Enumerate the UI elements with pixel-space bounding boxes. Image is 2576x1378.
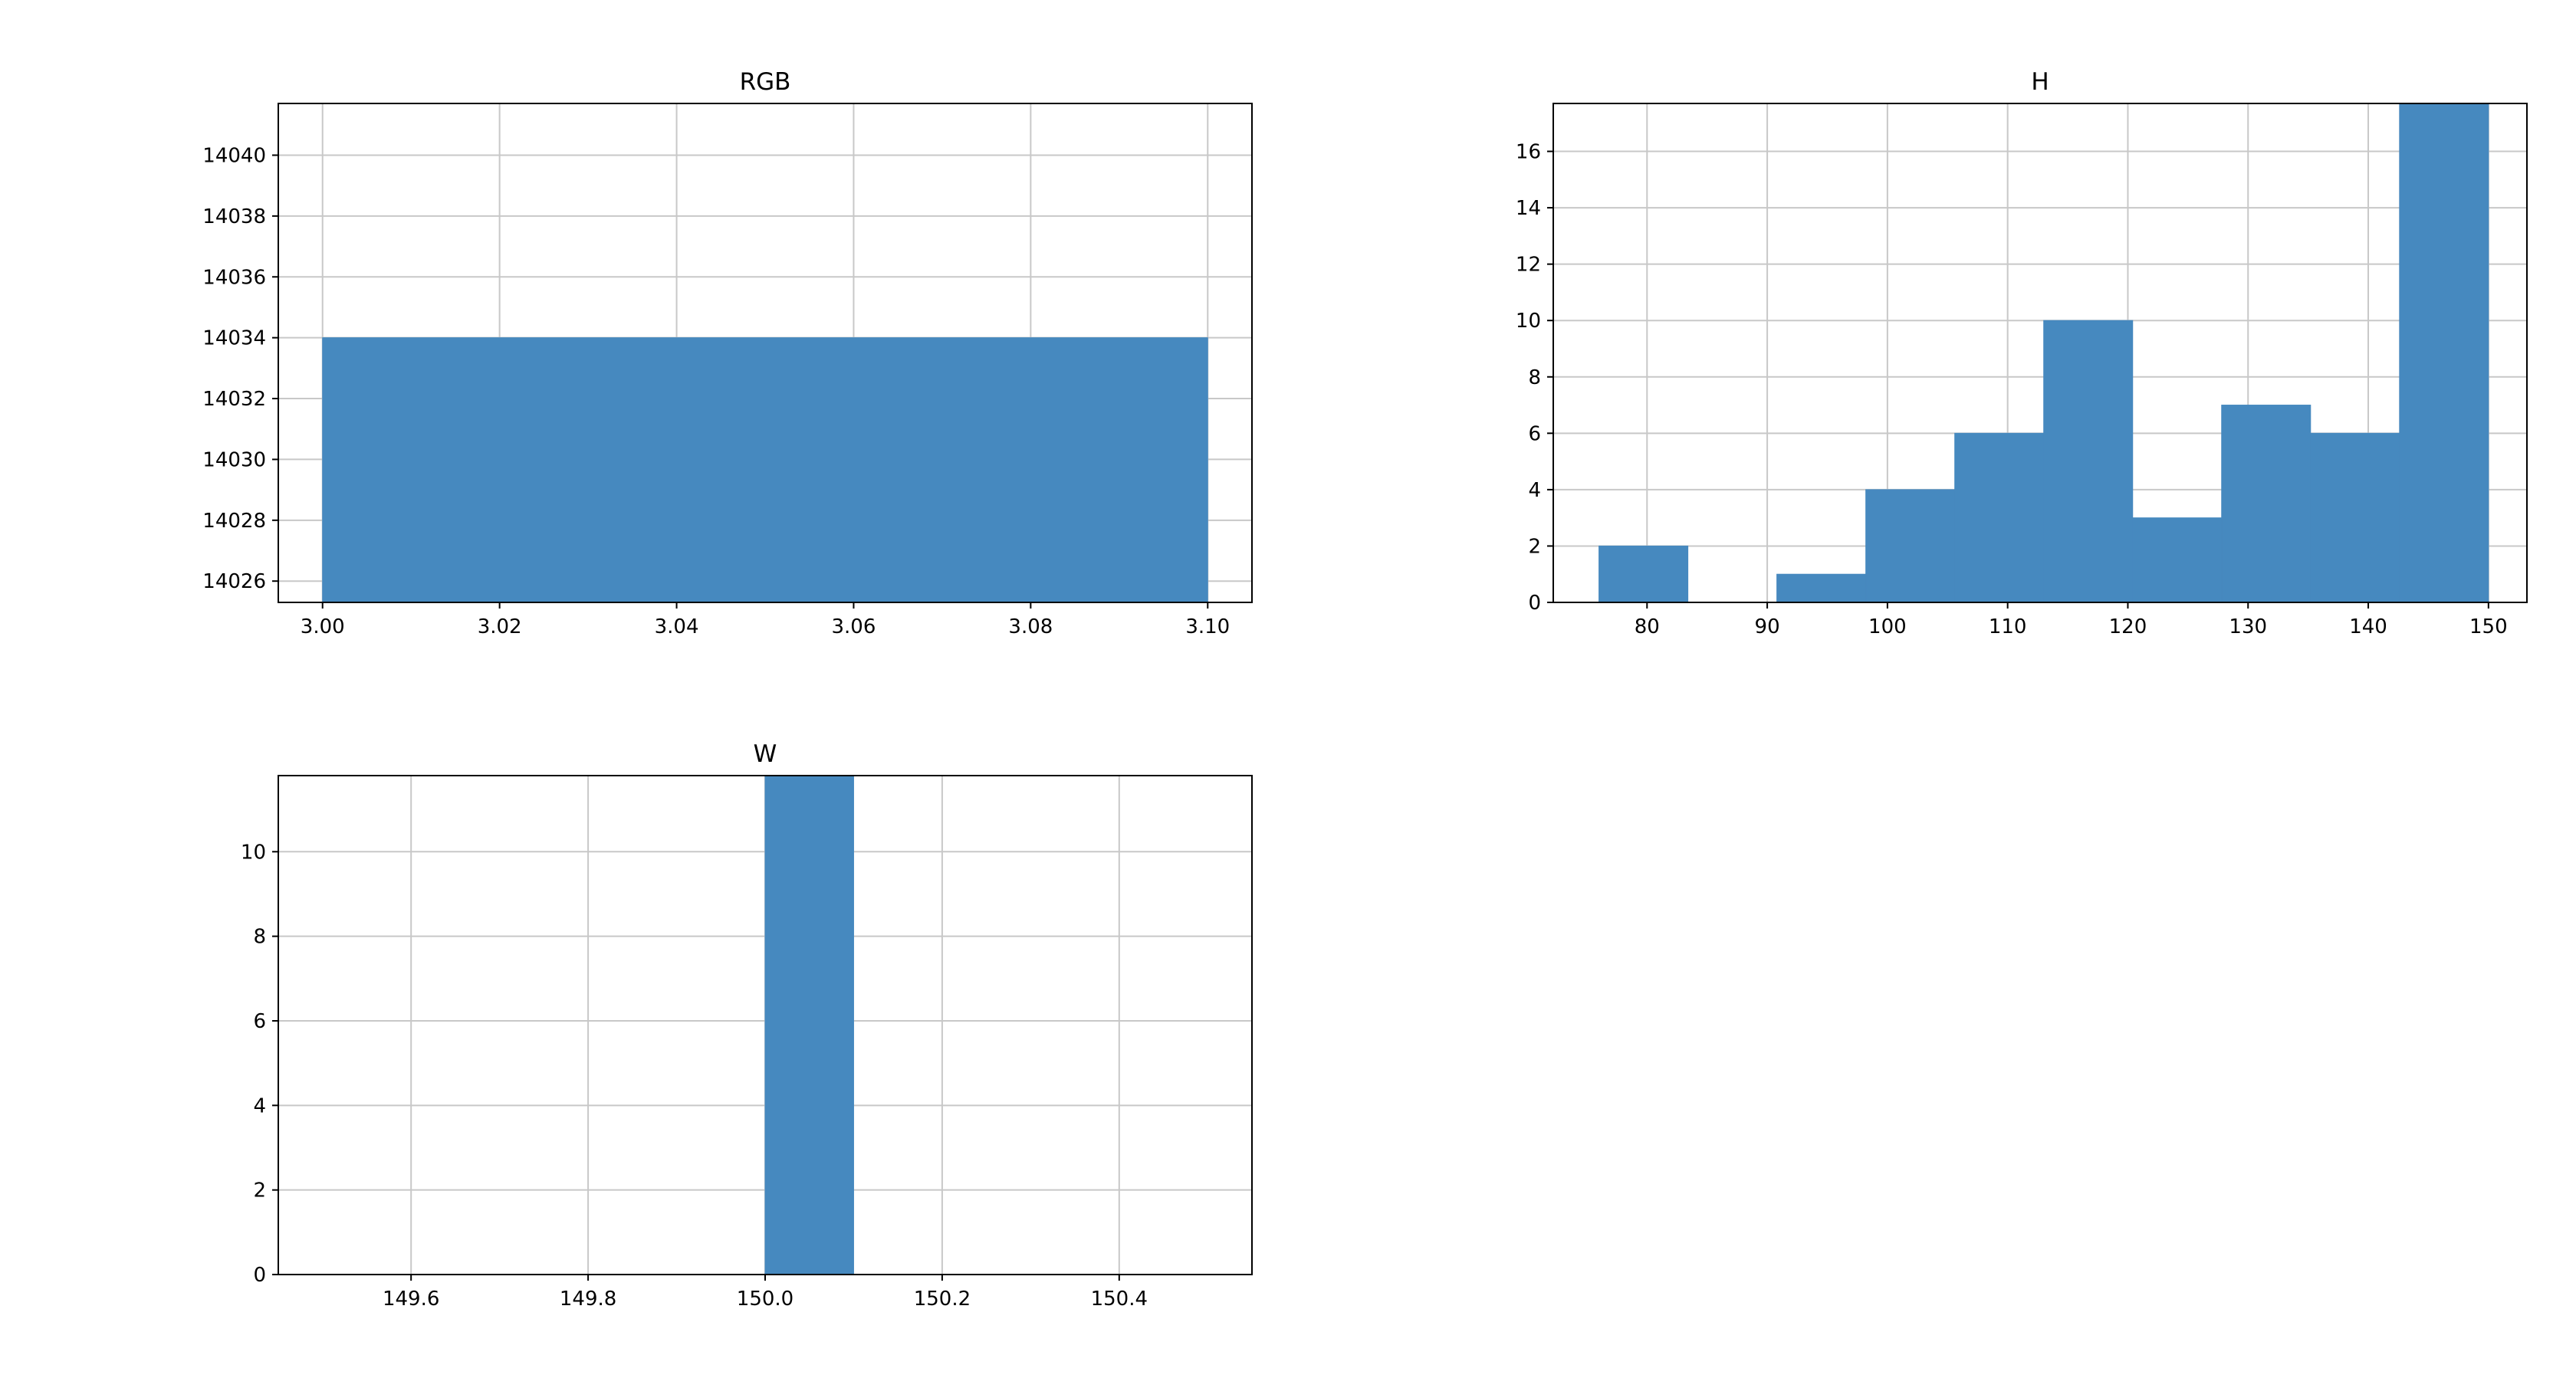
y-tick-label: 10 bbox=[241, 841, 266, 864]
y-tick-label: 14032 bbox=[202, 388, 266, 411]
subplot-title: RGB bbox=[740, 68, 791, 96]
x-tick-label: 150.4 bbox=[1091, 1288, 1148, 1311]
x-tick-label: 3.10 bbox=[1185, 615, 1230, 638]
y-tick-label: 0 bbox=[1528, 592, 1541, 615]
subplot-title: W bbox=[754, 740, 777, 768]
y-tick-label: 16 bbox=[1516, 141, 1541, 164]
x-tick-label: 120 bbox=[2109, 615, 2147, 638]
x-tick-label: 3.00 bbox=[301, 615, 345, 638]
x-tick-label: 150.2 bbox=[914, 1288, 971, 1311]
y-tick-label: 14026 bbox=[202, 570, 266, 593]
y-tick-label: 8 bbox=[1528, 366, 1541, 389]
x-tick-label: 3.08 bbox=[1008, 615, 1053, 638]
x-tick-label: 149.6 bbox=[383, 1288, 439, 1311]
x-tick-label: 150.0 bbox=[737, 1288, 794, 1311]
plot-frame bbox=[278, 103, 1253, 603]
histogram-bar bbox=[2310, 432, 2400, 602]
y-tick-label: 14038 bbox=[202, 205, 266, 228]
y-tick-label: 4 bbox=[1528, 479, 1541, 502]
y-tick-label: 14 bbox=[1516, 197, 1541, 220]
y-tick-label: 10 bbox=[1516, 310, 1541, 333]
y-tick-label: 14040 bbox=[202, 144, 266, 167]
histogram-bar bbox=[2043, 320, 2134, 602]
x-tick-label: 3.06 bbox=[832, 615, 876, 638]
histogram-bar bbox=[1776, 573, 1867, 602]
plot-frame bbox=[1552, 103, 2528, 603]
y-tick-label: 4 bbox=[253, 1094, 266, 1117]
histogram-bar bbox=[2132, 517, 2223, 602]
histogram-bar bbox=[322, 337, 1208, 602]
y-tick-label: 14028 bbox=[202, 510, 266, 533]
y-tick-label: 14036 bbox=[202, 266, 266, 289]
y-tick-label: 0 bbox=[253, 1264, 266, 1287]
x-tick-label: 149.8 bbox=[560, 1288, 616, 1311]
y-tick-label: 6 bbox=[253, 1010, 266, 1033]
histogram-bar bbox=[2399, 103, 2489, 602]
histogram-bar bbox=[2221, 405, 2312, 602]
y-tick-label: 14034 bbox=[202, 327, 266, 350]
x-tick-label: 140 bbox=[2349, 615, 2387, 638]
x-tick-label: 150 bbox=[2469, 615, 2508, 638]
histogram-bar bbox=[764, 776, 854, 1275]
histogram-bar bbox=[1598, 545, 1689, 602]
y-tick-label: 12 bbox=[1516, 254, 1541, 277]
x-tick-label: 90 bbox=[1755, 615, 1780, 638]
histogram-bar bbox=[1954, 432, 2045, 602]
histogram-bar bbox=[1865, 489, 1956, 602]
y-tick-label: 14030 bbox=[202, 448, 266, 471]
subplot-w: 149.6 149.8 150.0 150.2 150.4 0 2 4 6 8 10 W bbox=[241, 740, 1253, 1311]
subplot-rgb: 3.00 3.02 3.04 3.06 3.08 3.10 14026 14028 14030 1… bbox=[202, 68, 1253, 638]
x-tick-label: 130 bbox=[2229, 615, 2267, 638]
subplot-title: H bbox=[2031, 68, 2049, 96]
x-tick-label: 80 bbox=[1635, 615, 1660, 638]
y-tick-label: 8 bbox=[253, 926, 266, 949]
y-tick-label: 6 bbox=[1528, 422, 1541, 445]
subplot-h: 80 90 100 110 120 130 140 150 0 2 4 6 8 10 12 14 16 H bbox=[1516, 68, 2528, 638]
y-tick-label: 2 bbox=[1528, 535, 1541, 558]
y-tick-label: 2 bbox=[253, 1180, 266, 1202]
x-tick-label: 100 bbox=[1868, 615, 1907, 638]
x-tick-label: 110 bbox=[1989, 615, 2027, 638]
x-tick-label: 3.02 bbox=[478, 615, 522, 638]
x-tick-label: 3.04 bbox=[655, 615, 699, 638]
